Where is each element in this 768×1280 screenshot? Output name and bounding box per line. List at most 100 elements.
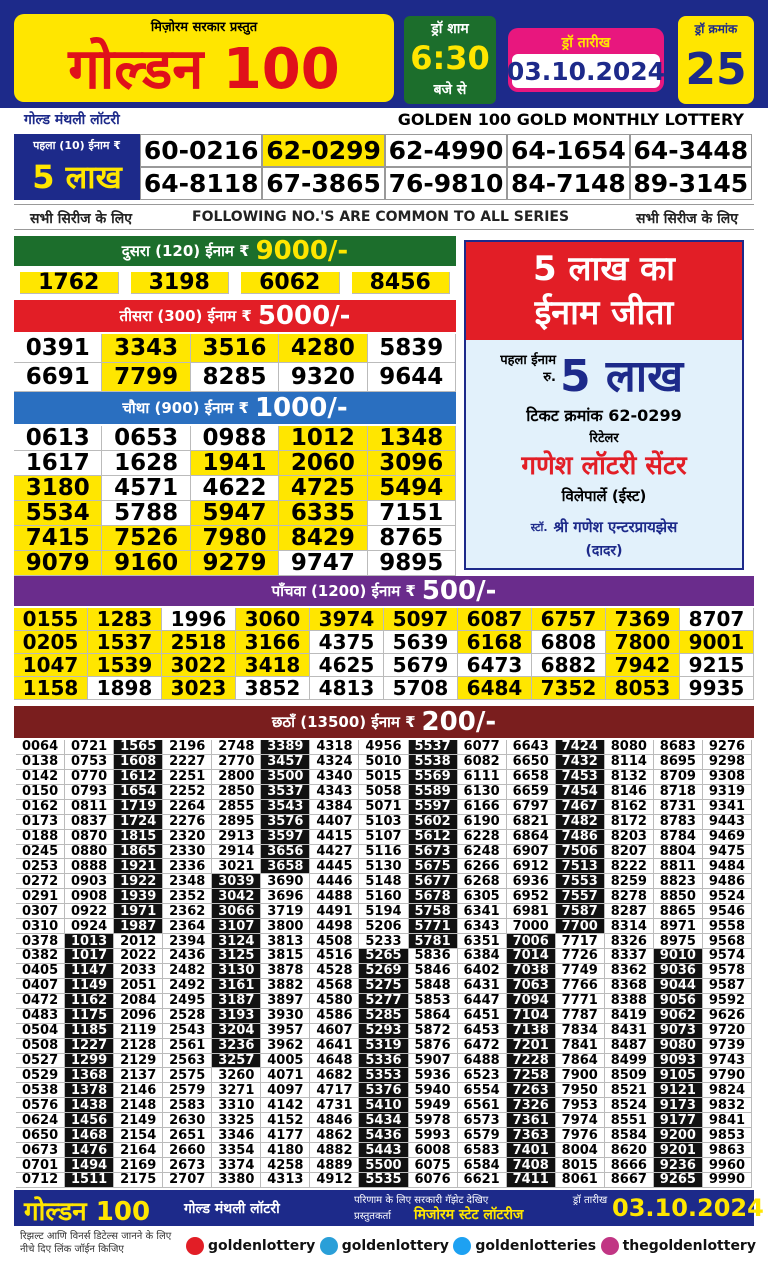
sixth-prize-number: 7726 [555, 948, 605, 964]
prize-number: 8285 [190, 363, 280, 392]
sixth-prize-number: 7361 [506, 1113, 556, 1129]
prize-number: 1158 [14, 676, 88, 700]
stockist-location: (दादर) [585, 542, 623, 559]
prize-number: 3166 [236, 630, 310, 654]
sixth-prize-number: 4071 [261, 1068, 311, 1084]
sixth-prize-number: 7258 [506, 1068, 556, 1084]
sixth-prize-number: 5443 [359, 1143, 409, 1159]
footer-date-label: ड्रॉ तारीख [572, 1195, 608, 1206]
sixth-prize-number: 6190 [457, 814, 507, 830]
sixth-prize-number: 8975 [653, 934, 703, 949]
sixth-prize-number: 1724 [114, 814, 164, 830]
sixth-prize-number: 4445 [310, 859, 360, 875]
prize-number: 9160 [102, 550, 191, 576]
sixth-prize-number: 5949 [408, 1098, 458, 1114]
sixth-prize-number: 8259 [604, 874, 654, 890]
social-link[interactable]: goldenlottery [186, 1237, 315, 1255]
sixth-prize-number: 6075 [408, 1158, 458, 1173]
sixth-prize-number: 1719 [114, 799, 164, 815]
sixth-prize-number: 9824 [702, 1083, 752, 1099]
sixth-prize-number: 2895 [212, 814, 262, 830]
sixth-prize-number: 2154 [114, 1128, 164, 1144]
sixth-prize-number: 0307 [16, 904, 66, 920]
sixth-prize-number: 7063 [506, 978, 556, 994]
sixth-prize-number: 8584 [604, 1128, 654, 1144]
sixth-prize-number: 2913 [212, 829, 262, 845]
footer-presenter: मिजोरम स्टेट लॉटरीज [414, 1207, 524, 1223]
footer-brand: गोल्डन 100 [24, 1197, 151, 1227]
first-prize-number: 67-3865 [262, 167, 385, 200]
prize-number: 1898 [88, 676, 162, 700]
sixth-prize-number: 2320 [163, 829, 213, 845]
sixth-prize-number: 6351 [457, 934, 507, 949]
sixth-prize-number: 2495 [163, 993, 213, 1009]
social-link[interactable]: goldenlottery [319, 1237, 449, 1255]
sixth-prize-number: 0712 [16, 1172, 66, 1188]
sixth-prize-number: 9558 [702, 919, 752, 935]
sixth-prize-number: 8487 [604, 1038, 654, 1054]
sixth-prize-number: 7454 [555, 784, 605, 800]
prize-number: 9279 [190, 550, 280, 576]
sixth-prize-number: 7401 [506, 1143, 556, 1159]
sixth-prize-number: 5936 [408, 1068, 458, 1084]
prize-number: 3516 [190, 334, 280, 363]
prize-number: 1996 [162, 607, 236, 631]
sixth-prize-number: 9863 [702, 1143, 752, 1159]
prize-number: 9215 [680, 653, 754, 677]
sixth-prize-number: 2128 [114, 1038, 164, 1054]
sixth-prize-number: 5336 [359, 1053, 409, 1069]
sixth-prize-number: 9062 [653, 1008, 703, 1024]
sixth-prize-number: 3374 [212, 1158, 262, 1173]
sixth-prize-number: 6008 [408, 1143, 458, 1159]
footer-presenter-label: प्रस्तुतकर्ता [354, 1211, 391, 1222]
sixth-prize-number: 5265 [359, 948, 409, 964]
sixth-prize-number: 4318 [310, 739, 360, 755]
sixth-prize-number: 4415 [310, 829, 360, 845]
sixth-prize-number: 9486 [702, 874, 752, 890]
sixth-prize-number: 2129 [114, 1053, 164, 1069]
sixth-prize-number: 1438 [65, 1098, 115, 1114]
sixth-prize-number: 8709 [653, 769, 703, 785]
headline-2: ईनाम जीता [534, 293, 674, 333]
sixth-prize-number: 9044 [653, 978, 703, 994]
prize-number: 8765 [367, 525, 456, 551]
prize-number: 6168 [458, 630, 532, 654]
sixth-prize-number: 7326 [506, 1098, 556, 1114]
sixth-prize-number: 9469 [702, 829, 752, 845]
first-prize-grid: 60-0216 62-0299 62-4990 64-1654 64-3448 64-81… [140, 134, 752, 200]
sixth-prize-number: 4580 [310, 993, 360, 1009]
sixth-prize-number: 1971 [114, 904, 164, 920]
sixth-prize-number: 2748 [212, 739, 262, 755]
sixth-prize-number: 0483 [16, 1008, 66, 1024]
social-link[interactable]: thegoldenlottery [600, 1237, 756, 1255]
sixth-prize-number: 6402 [457, 963, 507, 979]
prize-number: 8053 [606, 676, 680, 700]
sixth-prize-number: 6268 [457, 874, 507, 890]
sixth-prize-number: 7263 [506, 1083, 556, 1099]
sixth-prize-number: 1922 [114, 874, 164, 890]
sixth-prize-number: 2579 [163, 1083, 213, 1099]
sixth-prize-number: 4097 [261, 1083, 311, 1099]
prize-number: 6335 [279, 500, 368, 526]
sixth-prize-number: 2137 [114, 1068, 164, 1084]
sixth-prize-number: 6228 [457, 829, 507, 845]
common-right: सभी सिरीज के लिए [636, 211, 738, 227]
sixth-prize-number: 9960 [702, 1158, 752, 1173]
sixth-prize-number: 0527 [16, 1053, 66, 1069]
prize-number: 6087 [458, 607, 532, 631]
sixth-prize-number: 2336 [163, 859, 213, 875]
prize-number: 9935 [680, 676, 754, 700]
retailer: गणेश लॉटरी सेंटर [521, 451, 687, 481]
sixth-prize-number: 3690 [261, 874, 311, 890]
sixth-prize-number: 6130 [457, 784, 507, 800]
social-link[interactable]: goldenlotteries [453, 1237, 596, 1255]
sixth-prize-number: 2561 [163, 1038, 213, 1054]
prize-number: 8456 [351, 270, 450, 295]
sixth-prize-number: 0793 [65, 784, 115, 800]
sixth-prize-number: 6658 [506, 769, 556, 785]
first-prize-number: 84-7148 [507, 167, 630, 200]
prize-amount: 9000/- [255, 236, 349, 266]
sixth-prize-number: 5160 [359, 889, 409, 905]
sixth-prize-number: 7950 [555, 1083, 605, 1099]
sixth-prize-number: 2251 [163, 769, 213, 785]
